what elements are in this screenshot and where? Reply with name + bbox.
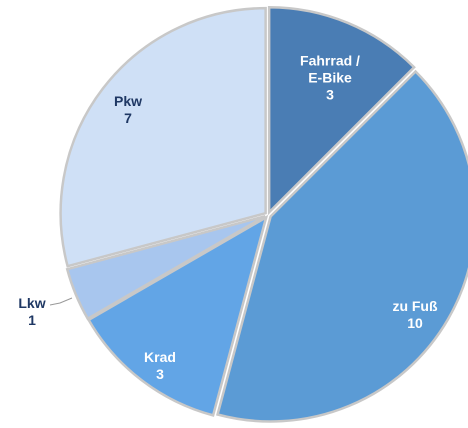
category-name: Lkw (18, 295, 46, 311)
category-name: zu Fuß (392, 298, 438, 314)
leader-line (49, 297, 73, 306)
data-label: Pkw 7 (88, 93, 168, 127)
pie-slice (86, 214, 269, 417)
pie-slice (59, 6, 267, 268)
data-label: Fahrrad / E-Bike 3 (295, 53, 365, 104)
data-label: zu Fuß 10 (375, 298, 455, 332)
pie-slice (65, 214, 266, 321)
pie-slice (216, 69, 468, 423)
value-label: 7 (124, 110, 132, 126)
value-label: 3 (156, 366, 164, 382)
data-label: Krad 3 (120, 349, 200, 383)
data-label: Lkw 1 (2, 295, 62, 329)
category-name: Pkw (113, 93, 142, 109)
category-name: Fahrrad / E-Bike (300, 52, 360, 86)
value-label: 10 (407, 315, 423, 331)
value-label: 3 (326, 86, 334, 103)
category-name: Krad (144, 349, 176, 365)
value-label: 1 (28, 312, 36, 328)
pie-slice (267, 5, 416, 216)
